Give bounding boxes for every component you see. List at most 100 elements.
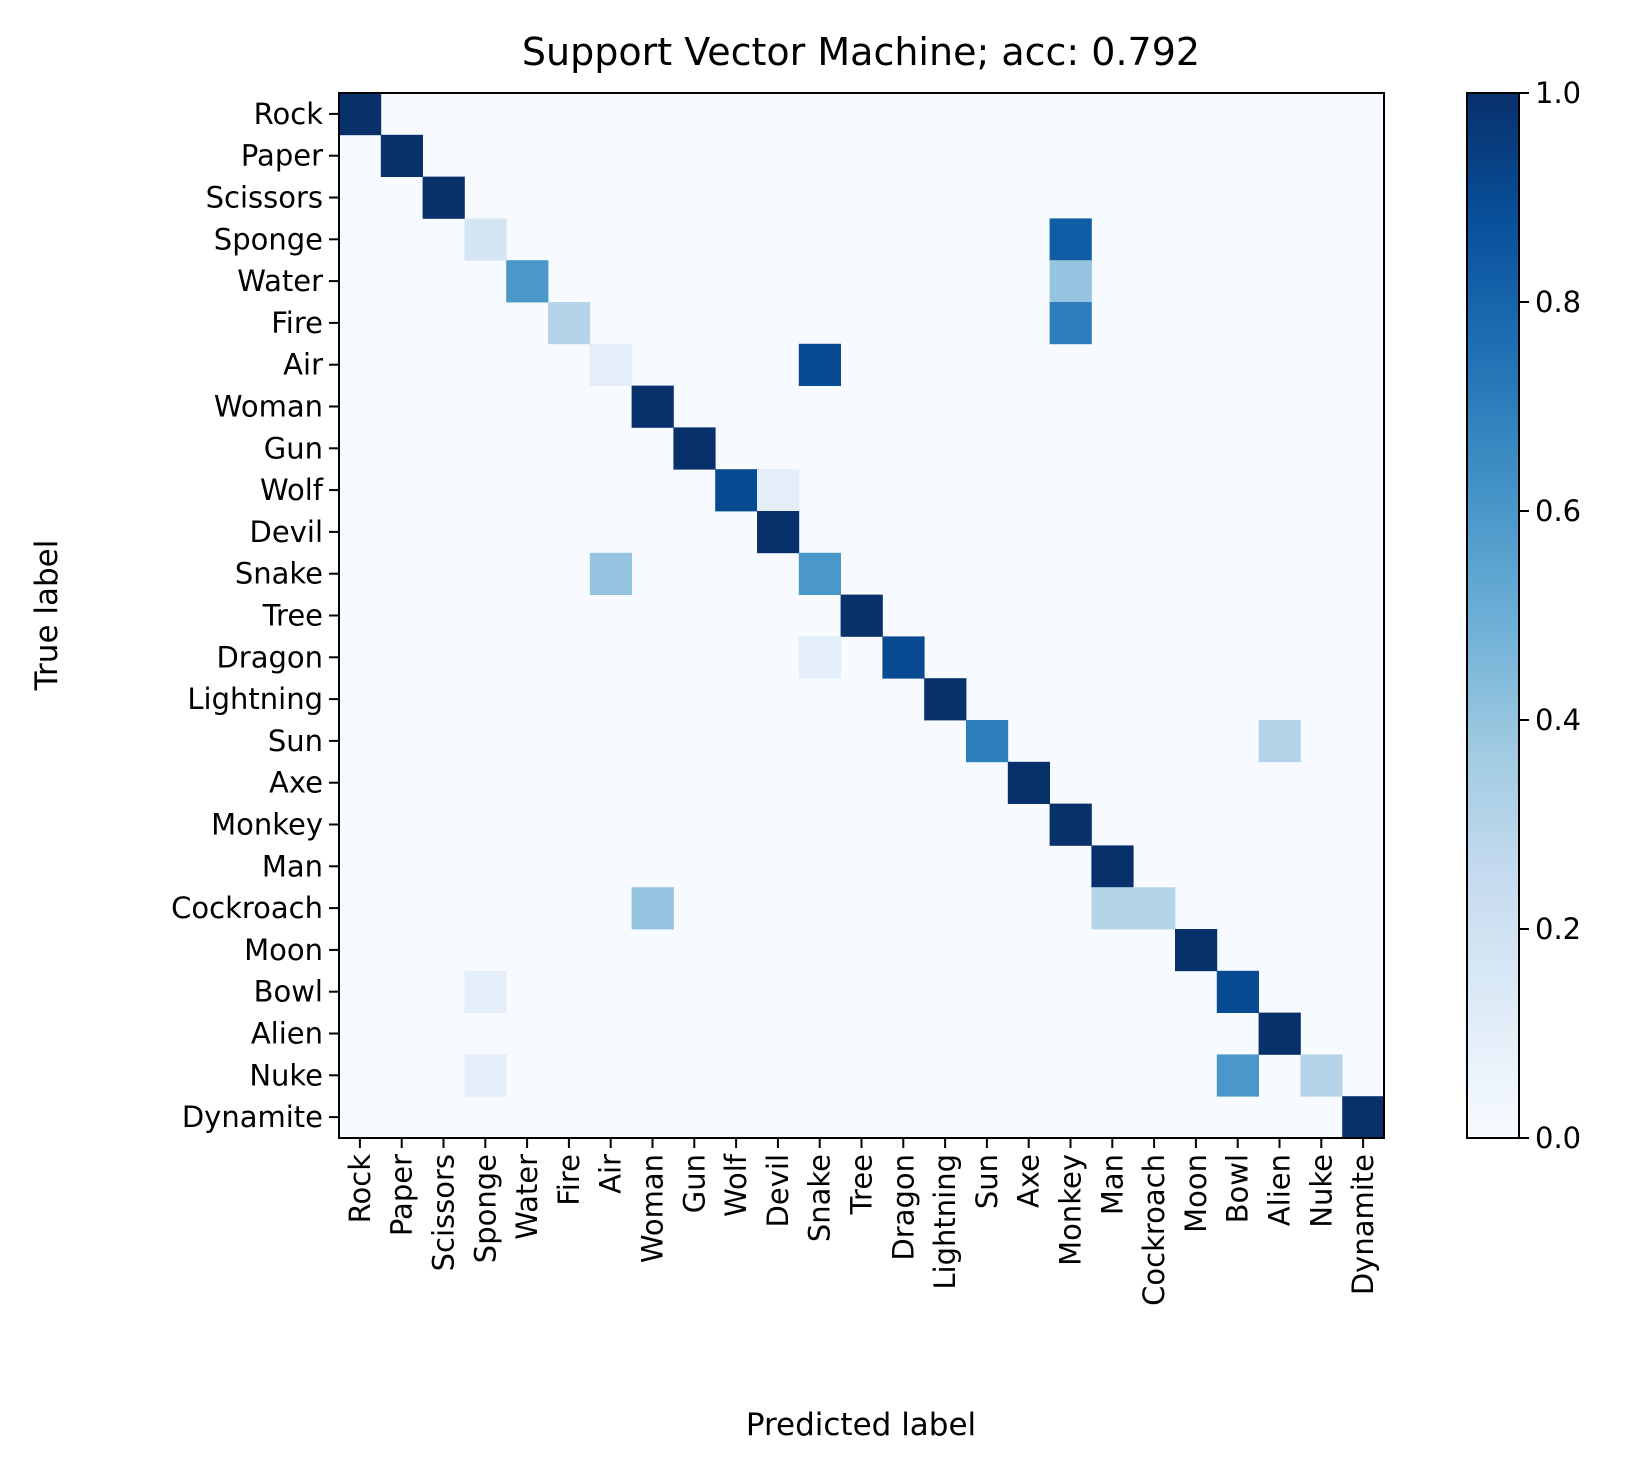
y-tick-label: Nuke [249, 1058, 323, 1092]
y-tick-label: Monkey [211, 808, 323, 842]
y-tick-label: Paper [241, 139, 323, 173]
x-tick-label: Monkey [1054, 1154, 1088, 1266]
heatmap-cell [464, 1054, 507, 1097]
heatmap-cell [548, 302, 591, 345]
y-tick-label: Tree [262, 599, 323, 633]
x-tick-label: Wolf [719, 1153, 753, 1217]
heatmap-cell [1216, 970, 1259, 1013]
y-tick-label: Lightning [187, 682, 323, 716]
heatmap-cell [589, 552, 632, 595]
heatmap-cell [798, 636, 841, 679]
x-tick-label: Nuke [1304, 1154, 1338, 1228]
x-tick-label: Cockroach [1137, 1154, 1171, 1306]
colorbar-tick-label: 0.2 [1535, 912, 1581, 946]
y-tick-label: Man [262, 849, 323, 883]
colorbar-tick-label: 0.4 [1535, 703, 1581, 737]
x-tick-label: Woman [636, 1154, 670, 1263]
heatmap-cell [757, 511, 800, 554]
y-tick-label: Sun [268, 724, 323, 758]
x-axis-ticks: Rock Paper Scissors Sponge Water Fire Air Woman… [343, 1138, 1380, 1306]
x-tick-label: Dynamite [1346, 1154, 1380, 1295]
y-tick-label: Cockroach [171, 891, 323, 925]
x-tick-label: Fire [552, 1154, 586, 1206]
heatmap-cell [506, 260, 549, 303]
x-tick-label: Paper [385, 1154, 419, 1236]
x-tick-label: Scissors [427, 1154, 461, 1271]
heatmap-cell [1049, 803, 1092, 846]
y-tick-label: Alien [251, 1017, 323, 1051]
x-axis-label: Predicted label [746, 1407, 976, 1443]
x-tick-label: Alien [1263, 1154, 1297, 1226]
heatmap-cell [673, 427, 716, 470]
y-tick-label: Wolf [260, 473, 324, 507]
chart-title: Support Vector Machine; acc: 0.792 [522, 30, 1200, 74]
colorbar-tick-label: 0.6 [1535, 494, 1581, 528]
heatmap-cell [798, 552, 841, 595]
y-tick-label: Dragon [216, 640, 323, 674]
heatmap-cell [1175, 929, 1218, 972]
heatmap-cell [757, 469, 800, 512]
y-tick-label: Moon [244, 933, 323, 967]
colorbar-ticks: 0.0 0.2 0.4 0.6 0.8 1.0 [1519, 76, 1581, 1155]
heatmap-cell [464, 970, 507, 1013]
heatmap-cell [1091, 887, 1134, 930]
heatmap-cell [339, 93, 382, 136]
x-tick-label: Sun [970, 1154, 1004, 1209]
heatmap-cell [1133, 887, 1176, 930]
y-tick-label: Air [283, 348, 323, 382]
heatmap-cell [1216, 1054, 1259, 1097]
heatmap-cell [882, 636, 925, 679]
heatmap-cell [1258, 1012, 1301, 1055]
x-tick-label: Man [1095, 1154, 1129, 1215]
y-tick-label: Scissors [206, 181, 323, 215]
colorbar-tick-label: 0.8 [1535, 285, 1581, 319]
heatmap-cell [715, 469, 758, 512]
colorbar-tick-label: 1.0 [1535, 76, 1581, 110]
heatmap-cell [464, 218, 507, 261]
y-tick-label: Dynamite [182, 1100, 323, 1134]
x-tick-label: Bowl [1221, 1154, 1255, 1223]
heatmap-cell [631, 385, 674, 428]
x-tick-label: Water [510, 1154, 544, 1240]
y-tick-label: Gun [264, 431, 323, 465]
x-tick-label: Gun [677, 1154, 711, 1213]
x-tick-label: Axe [1012, 1154, 1046, 1208]
x-tick-label: Sponge [468, 1154, 502, 1263]
y-tick-label: Fire [271, 306, 323, 340]
heatmap-cell [1049, 218, 1092, 261]
x-tick-label: Devil [761, 1154, 795, 1227]
y-tick-label: Rock [254, 97, 324, 131]
y-tick-label: Bowl [254, 975, 323, 1009]
y-tick-label: Snake [235, 557, 323, 591]
x-tick-label: Air [594, 1154, 628, 1194]
x-tick-label: Snake [803, 1154, 837, 1242]
x-tick-label: Rock [343, 1154, 377, 1224]
colorbar [1466, 92, 1520, 1139]
y-axis-ticks: Rock Paper Scissors Sponge Water Fire Air Woman… [171, 97, 339, 1134]
y-tick-label: Sponge [214, 222, 323, 256]
y-tick-label: Water [237, 264, 323, 298]
heatmap-cell [1007, 761, 1050, 804]
heatmap-cell [1342, 1096, 1385, 1139]
x-tick-label: Lightning [928, 1154, 962, 1290]
heatmap-cell [422, 176, 465, 219]
heatmap-cell [1091, 845, 1134, 888]
heatmap-cells [339, 93, 1385, 1139]
heatmap-cell [798, 343, 841, 386]
y-tick-label: Woman [214, 390, 323, 424]
heatmap-cell [924, 678, 967, 721]
heatmap-cell [1258, 720, 1301, 763]
heatmap-cell [966, 720, 1009, 763]
x-tick-label: Dragon [886, 1154, 920, 1261]
heatmap-cell [631, 887, 674, 930]
y-tick-label: Axe [269, 766, 323, 800]
x-tick-label: Tree [845, 1154, 879, 1215]
y-tick-label: Devil [250, 515, 323, 549]
heatmap-cell [1300, 1054, 1343, 1097]
colorbar-tick-label: 0.0 [1535, 1121, 1581, 1155]
heatmap-cell [380, 134, 423, 177]
heatmap-cell [589, 343, 632, 386]
x-tick-label: Moon [1179, 1154, 1213, 1233]
y-axis-label: True label [29, 540, 65, 692]
